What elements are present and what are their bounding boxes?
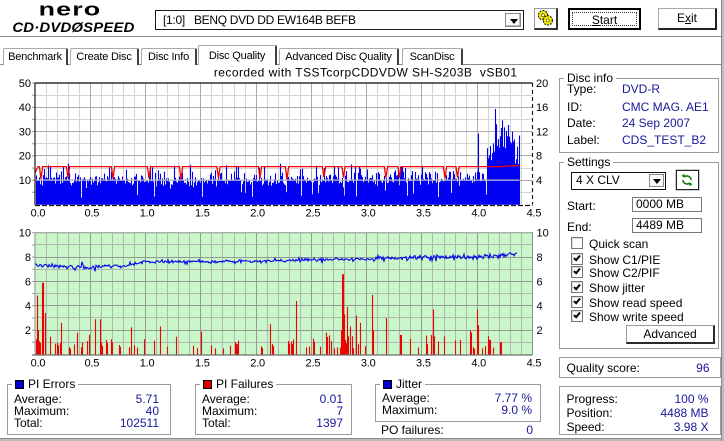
svg-text:4.5: 4.5 bbox=[527, 208, 542, 220]
svg-text:3.0: 3.0 bbox=[361, 208, 376, 220]
svg-text:10: 10 bbox=[537, 228, 549, 240]
svg-text:6: 6 bbox=[25, 276, 31, 288]
svg-text:1.5: 1.5 bbox=[195, 358, 210, 370]
svg-text:10: 10 bbox=[19, 175, 31, 187]
svg-text:1.0: 1.0 bbox=[140, 208, 155, 220]
svg-text:2.0: 2.0 bbox=[250, 208, 265, 220]
svg-text:8: 8 bbox=[25, 252, 31, 264]
svg-text:1.0: 1.0 bbox=[140, 358, 155, 370]
svg-text:recorded with TSSTcorpCDDVDW S: recorded with TSSTcorpCDDVDW SH-S203B vS… bbox=[214, 66, 518, 80]
svg-text:8: 8 bbox=[537, 252, 543, 264]
svg-text:16: 16 bbox=[536, 102, 548, 114]
svg-text:4.0: 4.0 bbox=[471, 208, 486, 220]
svg-text:12: 12 bbox=[536, 126, 548, 138]
svg-text:4: 4 bbox=[537, 301, 543, 313]
svg-text:3.5: 3.5 bbox=[416, 208, 431, 220]
svg-text:0.5: 0.5 bbox=[84, 208, 99, 220]
svg-text:50: 50 bbox=[19, 78, 31, 90]
svg-text:0.0: 0.0 bbox=[31, 358, 46, 370]
svg-text:4.5: 4.5 bbox=[527, 358, 542, 370]
svg-text:2.0: 2.0 bbox=[250, 358, 265, 370]
svg-text:40: 40 bbox=[19, 102, 31, 114]
svg-text:30: 30 bbox=[19, 126, 31, 138]
svg-text:2.5: 2.5 bbox=[306, 358, 321, 370]
svg-text:20: 20 bbox=[19, 151, 31, 163]
svg-text:2: 2 bbox=[537, 325, 543, 337]
svg-text:2.5: 2.5 bbox=[306, 208, 321, 220]
svg-text:3.0: 3.0 bbox=[361, 358, 376, 370]
svg-text:0.5: 0.5 bbox=[84, 358, 99, 370]
svg-text:8: 8 bbox=[536, 151, 542, 163]
svg-text:4.0: 4.0 bbox=[471, 358, 486, 370]
svg-text:2: 2 bbox=[25, 325, 31, 337]
svg-text:10: 10 bbox=[19, 228, 31, 240]
svg-text:4: 4 bbox=[536, 175, 542, 187]
svg-text:4: 4 bbox=[25, 301, 31, 313]
svg-text:3.5: 3.5 bbox=[416, 358, 431, 370]
svg-text:1.5: 1.5 bbox=[195, 208, 210, 220]
svg-text:6: 6 bbox=[537, 276, 543, 288]
svg-text:20: 20 bbox=[536, 78, 548, 90]
svg-text:0.0: 0.0 bbox=[31, 208, 46, 220]
